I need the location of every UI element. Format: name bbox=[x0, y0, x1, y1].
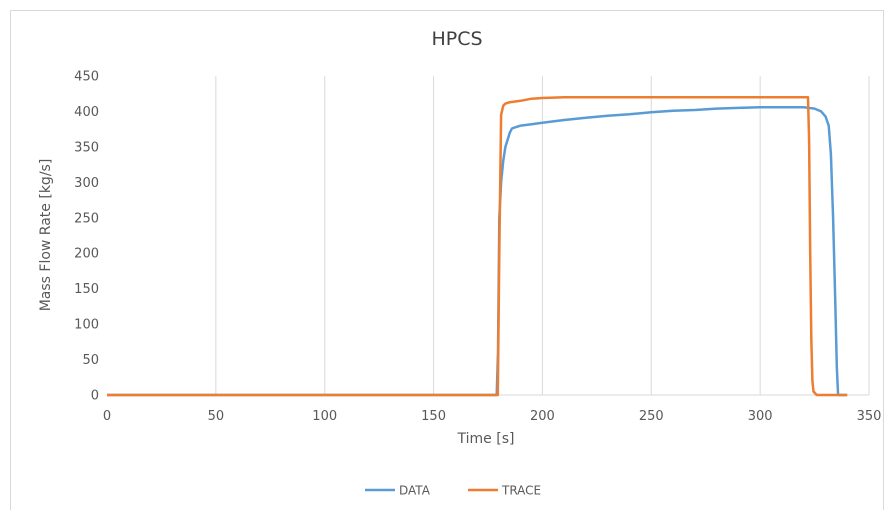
x-tick-label-6: 300 bbox=[748, 409, 773, 424]
y-tick-label-4: 200 bbox=[74, 247, 99, 262]
series-layer bbox=[107, 96, 848, 397]
y-tick-label-1: 50 bbox=[82, 353, 99, 368]
x-tick-label-7: 350 bbox=[857, 409, 882, 424]
y-axis-title: Mass Flow Rate [kg/s] bbox=[38, 159, 54, 312]
chart-frame bbox=[10, 10, 884, 510]
x-tick-label-3: 150 bbox=[421, 409, 446, 424]
y-tick-label-9: 450 bbox=[74, 70, 99, 85]
y-tick-label-7: 350 bbox=[74, 140, 99, 155]
x-tick-label-1: 50 bbox=[208, 409, 225, 424]
y-tick-label-5: 250 bbox=[74, 211, 99, 226]
series-line-data bbox=[107, 105, 848, 397]
y-axis-ticks: 0 50 100 150 200 250 300 350 400 450 bbox=[74, 70, 99, 404]
series-line-trace bbox=[107, 96, 848, 397]
gridlines bbox=[107, 76, 870, 396]
y-tick-label-6: 300 bbox=[74, 176, 99, 191]
x-tick-label-2: 100 bbox=[312, 409, 337, 424]
x-tick-label-0: 0 bbox=[103, 409, 111, 424]
legend-label-trace: TRACE bbox=[501, 484, 541, 498]
x-axis-title: Time [s] bbox=[457, 431, 515, 447]
x-tick-label-4: 200 bbox=[530, 409, 555, 424]
x-axis-ticks: 0 50 100 150 200 250 300 350 bbox=[103, 409, 882, 424]
y-tick-label-8: 400 bbox=[74, 105, 99, 120]
legend: DATA TRACE bbox=[365, 484, 541, 498]
x-tick-label-5: 250 bbox=[639, 409, 664, 424]
y-tick-label-2: 100 bbox=[74, 318, 99, 333]
chart-title: HPCS bbox=[431, 28, 482, 50]
y-tick-label-3: 150 bbox=[74, 282, 99, 297]
y-tick-label-0: 0 bbox=[91, 389, 99, 404]
legend-label-data: DATA bbox=[399, 484, 431, 498]
